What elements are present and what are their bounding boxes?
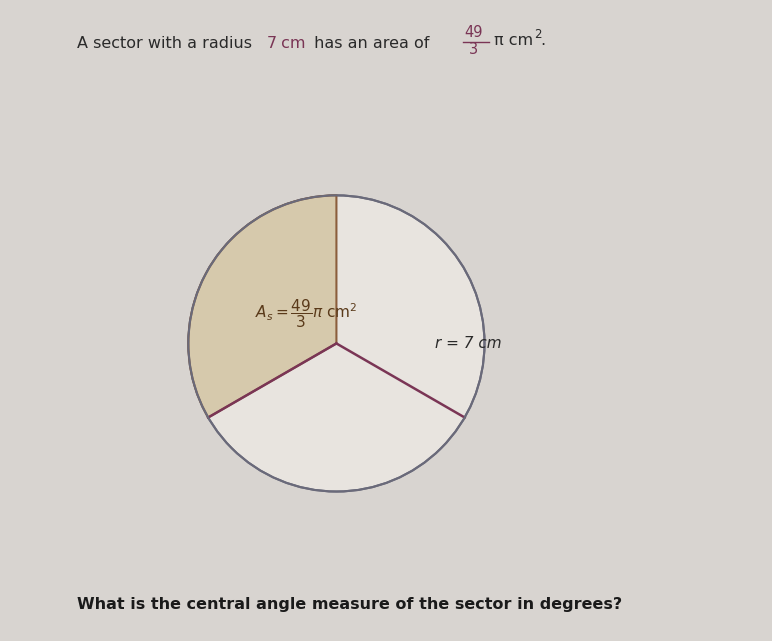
Text: has an area of: has an area of	[309, 36, 435, 51]
Text: 7: 7	[266, 36, 276, 51]
Text: cm: cm	[276, 36, 306, 51]
Text: π cm: π cm	[494, 33, 533, 48]
Text: $A_s = \dfrac{49}{3}\pi\ \mathrm{cm}^2$: $A_s = \dfrac{49}{3}\pi\ \mathrm{cm}^2$	[255, 297, 357, 330]
Text: 3: 3	[469, 42, 479, 58]
Text: 49: 49	[465, 24, 483, 40]
Text: A sector with a radius: A sector with a radius	[77, 36, 257, 51]
Wedge shape	[188, 196, 337, 417]
Text: .: .	[540, 33, 546, 48]
Text: 2: 2	[534, 28, 542, 42]
Circle shape	[188, 196, 485, 492]
Text: What is the central angle measure of the sector in degrees?: What is the central angle measure of the…	[77, 597, 622, 612]
Text: r = 7 cm: r = 7 cm	[435, 336, 502, 351]
